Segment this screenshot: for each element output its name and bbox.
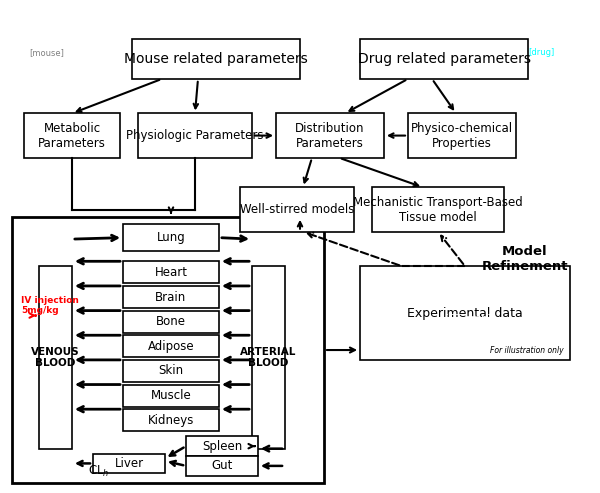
FancyBboxPatch shape	[186, 436, 258, 456]
FancyBboxPatch shape	[360, 39, 528, 79]
Text: Drug related parameters: Drug related parameters	[358, 52, 530, 66]
FancyBboxPatch shape	[138, 113, 252, 158]
FancyBboxPatch shape	[132, 39, 300, 79]
Text: For illustration only: For illustration only	[490, 346, 564, 355]
FancyBboxPatch shape	[252, 266, 285, 449]
FancyBboxPatch shape	[240, 187, 354, 232]
Text: Model
Refinement: Model Refinement	[482, 245, 568, 273]
FancyBboxPatch shape	[123, 224, 219, 251]
Text: Brain: Brain	[155, 290, 187, 304]
Text: Gut: Gut	[211, 459, 233, 472]
FancyBboxPatch shape	[12, 217, 324, 483]
FancyBboxPatch shape	[123, 409, 219, 431]
Text: Bone: Bone	[156, 315, 186, 328]
FancyBboxPatch shape	[24, 113, 120, 158]
FancyBboxPatch shape	[123, 335, 219, 357]
Text: IV injection
5mg/kg: IV injection 5mg/kg	[21, 296, 79, 316]
Text: Metabolic
Parameters: Metabolic Parameters	[38, 122, 106, 149]
Text: Heart: Heart	[154, 266, 187, 279]
Text: Kidneys: Kidneys	[148, 414, 194, 427]
Text: VENOUS
BLOOD: VENOUS BLOOD	[31, 347, 80, 368]
Text: Muscle: Muscle	[151, 389, 191, 402]
Text: [mouse]: [mouse]	[29, 48, 64, 58]
FancyBboxPatch shape	[39, 266, 72, 449]
FancyBboxPatch shape	[186, 456, 258, 476]
FancyBboxPatch shape	[123, 311, 219, 333]
Text: Physiologic Parameters: Physiologic Parameters	[126, 129, 264, 142]
FancyBboxPatch shape	[360, 266, 570, 360]
Text: Spleen: Spleen	[202, 440, 242, 453]
Text: Well-stirred models: Well-stirred models	[240, 203, 354, 216]
FancyBboxPatch shape	[408, 113, 516, 158]
Text: Physico-chemical
Properties: Physico-chemical Properties	[411, 122, 513, 149]
Text: Liver: Liver	[115, 457, 143, 470]
Text: Mouse related parameters: Mouse related parameters	[124, 52, 308, 66]
Text: CL$_h$: CL$_h$	[88, 464, 110, 479]
Text: Lung: Lung	[157, 231, 185, 245]
Text: Mechanistic Transport-Based
Tissue model: Mechanistic Transport-Based Tissue model	[353, 196, 523, 223]
Text: Experimental data: Experimental data	[407, 307, 523, 319]
FancyBboxPatch shape	[93, 454, 165, 473]
Text: [CT scan]: [CT scan]	[445, 313, 491, 323]
FancyBboxPatch shape	[123, 261, 219, 283]
FancyBboxPatch shape	[123, 385, 219, 407]
Text: ARTERIAL
BLOOD: ARTERIAL BLOOD	[241, 347, 296, 368]
FancyBboxPatch shape	[372, 187, 504, 232]
FancyBboxPatch shape	[123, 286, 219, 308]
Text: Distribution
Parameters: Distribution Parameters	[295, 122, 365, 149]
FancyBboxPatch shape	[276, 113, 384, 158]
Text: [drug]: [drug]	[529, 48, 554, 58]
Text: Skin: Skin	[158, 364, 184, 378]
FancyBboxPatch shape	[123, 360, 219, 382]
Text: Adipose: Adipose	[148, 340, 194, 353]
